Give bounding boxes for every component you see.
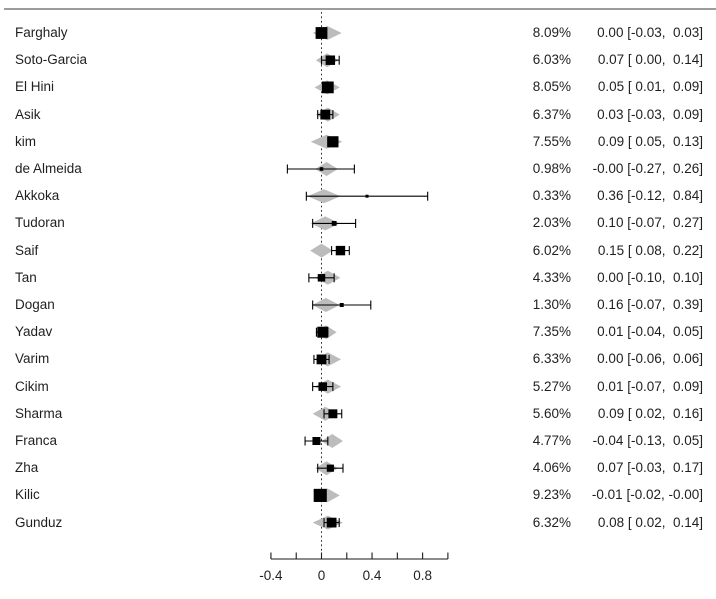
axis-tick-label: -0.4 [259,568,283,583]
study-name: Saif [15,242,39,258]
effect-square [318,382,328,391]
axis-tick-label: 0.8 [413,568,432,583]
study-name: Cikim [15,378,49,394]
study-weight: 9.23% [532,487,571,503]
study-ci-label: 0.00 [-0.10, 0.10] [597,269,703,285]
study-ci-label: 0.00 [-0.03, 0.03] [597,25,703,40]
study-weight: 5.60% [532,405,571,421]
study-ci-label: -0.04 [-0.13, 0.05] [592,433,703,448]
effect-square [317,326,329,338]
study-weight: 5.27% [532,378,571,394]
study-name: Varim [15,351,50,367]
study-ci-label: 0.10 [-0.07, 0.27] [597,215,703,231]
study-weight: 7.35% [532,324,571,340]
effect-square [312,437,321,445]
study-ci-label: -0.00 [-0.27, 0.26] [592,161,703,176]
study-weight: 1.30% [532,297,571,312]
effect-square [339,303,344,307]
study-name: Kilic [15,487,40,503]
study-name: Akkoka [15,188,60,204]
study-name: Gunduz [15,514,63,530]
study-ci-label: 0.00 [-0.06, 0.06] [597,351,703,367]
study-ci-label: 0.09 [ 0.02, 0.16] [597,405,703,421]
study-weight: 4.77% [532,433,571,448]
study-weight: 2.03% [532,215,571,231]
study-name: El Hini [15,79,55,95]
study-ci-label: 0.09 [ 0.05, 0.13] [597,133,703,149]
study-name: Yadav [15,324,53,340]
study-weight: 4.06% [532,460,571,476]
effect-square [313,488,327,502]
study-weight: 8.05% [532,79,571,95]
effect-square [328,409,338,419]
effect-square [321,81,334,94]
study-weight: 7.55% [532,133,571,149]
effect-square [335,245,346,256]
effect-square [317,274,326,282]
study-weight: 6.32% [532,514,571,530]
study-weight: 8.09% [532,25,571,40]
shrinkage-diamond [321,434,343,448]
study-weight: 6.02% [532,242,571,258]
effect-square [320,109,331,120]
study-ci-label: 0.01 [-0.07, 0.09] [597,378,703,394]
effect-square [325,55,336,65]
effect-square [326,464,334,472]
study-name: Tudoran [15,215,65,231]
study-name: Franca [15,433,58,448]
study-ci-label: -0.01 [-0.02, -0.00] [591,487,703,503]
study-ci-label: 0.15 [ 0.08, 0.22] [597,242,703,258]
study-ci-label: 0.16 [-0.07, 0.39] [597,297,703,312]
study-weight: 4.33% [532,269,571,285]
axis-tick-label: 0 [317,568,326,583]
shrinkage-diamond [310,243,333,258]
study-weight: 6.37% [532,106,571,122]
effect-square [365,194,369,198]
study-name: Farghaly [15,25,68,40]
study-ci-label: 0.08 [ 0.02, 0.14] [597,514,703,530]
study-weight: 6.03% [532,52,571,68]
study-weight: 0.98% [532,161,571,176]
study-name: Dogan [15,297,55,312]
effect-square [331,220,337,226]
study-ci-label: 0.07 [ 0.00, 0.14] [597,52,703,68]
top-rule [4,8,716,10]
study-ci-label: 0.01 [-0.04, 0.05] [597,324,703,340]
axis-tick-label: 0.4 [362,568,382,583]
study-weight: 6.33% [532,351,571,367]
study-name: de Almeida [15,161,82,176]
study-name: kim [15,133,36,149]
effect-square [315,27,328,39]
effect-square [327,136,339,148]
study-ci-label: 0.07 [-0.03, 0.17] [597,460,703,476]
study-name: Zha [15,460,39,476]
effect-square [326,517,337,528]
study-name: Sharma [15,405,63,421]
study-name: Asik [15,106,41,122]
study-ci-label: 0.05 [ 0.01, 0.09] [597,79,703,95]
study-ci-label: 0.03 [-0.03, 0.09] [597,106,703,122]
study-name: Soto-Garcia [15,52,88,68]
effect-square [319,167,324,171]
study-weight: 0.33% [532,188,571,204]
effect-square [316,354,327,365]
study-ci-label: 0.36 [-0.12, 0.84] [597,188,703,204]
study-name: Tan [15,269,37,285]
